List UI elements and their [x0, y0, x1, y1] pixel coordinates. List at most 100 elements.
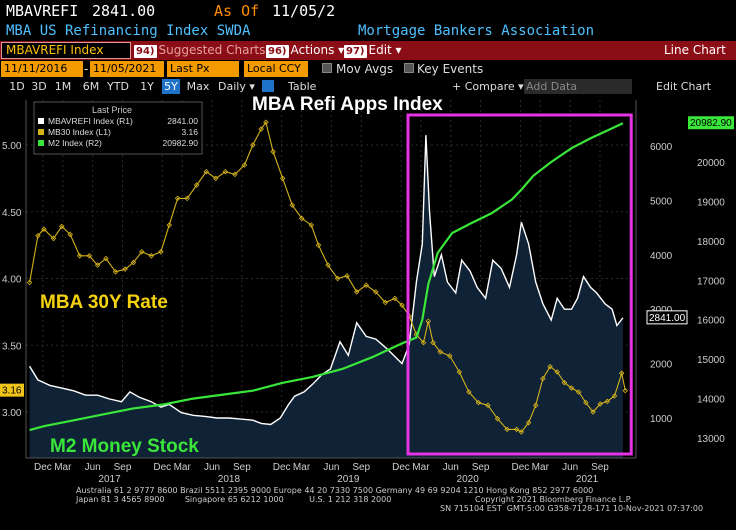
x-tick-label: Jun: [204, 462, 220, 473]
security-input[interactable]: MBAVREFI Index: [1, 42, 131, 59]
price-field-select[interactable]: Last Px: [167, 61, 239, 77]
mb30-point: [540, 375, 546, 382]
mb30-point: [437, 349, 443, 355]
mb30-point: [363, 282, 369, 288]
x-tick-label: Sep: [114, 462, 132, 473]
mb30-point: [494, 415, 501, 422]
mb30-point: [41, 226, 47, 232]
mb30-point: [35, 233, 41, 239]
table-tab[interactable]: Table: [288, 80, 317, 93]
m2-last-value-tag-bg: [688, 116, 734, 130]
add-data-input[interactable]: Add Data: [524, 79, 632, 94]
x-tick-label: Sep: [233, 462, 251, 473]
right2-axis-tick-label: 20000: [697, 158, 725, 169]
suggested-charts-button[interactable]: 94) Suggested Charts: [134, 43, 266, 58]
mb30-point: [308, 222, 315, 228]
tab-1y[interactable]: 1Y: [140, 80, 154, 93]
date-separator: -: [84, 62, 89, 76]
mb30-point: [504, 426, 510, 433]
mov-avgs-checkbox[interactable]: [322, 63, 332, 73]
mb30-point: [525, 419, 532, 426]
actions-menu[interactable]: 96) Actions ▾: [266, 43, 345, 58]
mb30-point: [50, 235, 57, 242]
mb30-point: [166, 222, 173, 228]
mb30-point: [263, 119, 269, 126]
mb30-point: [325, 262, 331, 268]
end-date-field[interactable]: 11/05/2021: [90, 61, 164, 77]
mb30-point: [289, 202, 295, 208]
tab-ytd[interactable]: YTD: [107, 80, 129, 93]
x-tick-label: Sep: [591, 462, 609, 473]
tab-max[interactable]: Max: [186, 80, 210, 93]
ticker: MBAVREFI: [6, 2, 79, 20]
mb30-point: [597, 401, 603, 407]
compare-button[interactable]: + Compare ▾: [452, 80, 524, 93]
line-chart-icon[interactable]: [262, 80, 274, 92]
x-tick-label: Mar: [532, 462, 550, 473]
mb30-point: [611, 393, 618, 399]
right2-axis-tick-label: 19000: [697, 197, 725, 208]
x-tick-label: Dec: [512, 462, 530, 473]
mb30-point: [392, 295, 398, 302]
right2-axis-tick-label: 16000: [697, 316, 725, 327]
mb30-point: [485, 402, 491, 409]
x-tick-label: Mar: [54, 462, 72, 473]
mb30-point: [86, 253, 93, 259]
security-description: MBA US Refinancing Index SWDA: [6, 23, 251, 39]
mb30-point: [193, 182, 200, 188]
tab-3d[interactable]: 3D: [31, 80, 47, 93]
mb30-point: [203, 168, 210, 175]
edit-menu[interactable]: 97) Edit ▾: [344, 43, 402, 58]
left-axis-tick-label: 4.50: [2, 208, 22, 219]
security-header: MBAVREFI 2841.00 As Of 11/05/2: [0, 0, 736, 22]
right1-axis-tick-label: 4000: [650, 251, 673, 262]
mb30-point: [590, 409, 596, 415]
mb30-point: [270, 148, 276, 155]
rate-annotation: MBA 30Y Rate: [40, 292, 168, 313]
key-events-checkbox[interactable]: [404, 63, 414, 73]
mb30-point: [353, 289, 360, 295]
start-date-field[interactable]: 11/11/2016: [1, 61, 83, 77]
mb30-point: [298, 215, 305, 222]
mb30-point: [604, 398, 611, 405]
key-events-label: Key Events: [417, 62, 484, 76]
tab-1m[interactable]: 1M: [54, 80, 72, 93]
x-tick-label: Jun: [562, 462, 578, 473]
refi-last-value-tag: 2841.00: [649, 313, 686, 324]
mb30-point: [130, 259, 137, 266]
x-tick-label: Dec: [392, 462, 410, 473]
right1-axis-tick-label: 5000: [650, 196, 673, 207]
currency-select[interactable]: Local CCY: [244, 61, 308, 77]
chart-title-annotation: MBA Refi Apps Index: [252, 96, 443, 115]
mb30-point: [258, 126, 264, 132]
footer-contacts-1: Australia 61 2 9777 8600 Brazil 5511 239…: [76, 486, 594, 495]
legend-header: Last Price: [92, 105, 132, 115]
refi-last-value-border: [646, 310, 688, 325]
mb30-point: [241, 162, 248, 168]
year-label: 2018: [218, 474, 241, 485]
year-label: 2017: [98, 474, 121, 485]
mb30-point: [103, 255, 109, 262]
mb30-point: [554, 369, 560, 375]
period-tabs: 1D 3D 1M 6M YTD 1Y 5Y Max Daily ▾ Table + Compare …: [0, 78, 736, 96]
x-tick-label: Mar: [174, 462, 192, 473]
mb30-point: [399, 302, 405, 308]
legend-swatch: [38, 118, 44, 124]
mb30-point: [372, 289, 379, 295]
mb30-point: [344, 273, 350, 279]
tab-6m[interactable]: 6M: [82, 80, 100, 93]
edit-chart-button[interactable]: Edit Chart: [656, 80, 712, 93]
year-label: 2019: [337, 474, 360, 485]
mb30-point: [213, 175, 219, 182]
mb30-point: [94, 262, 101, 268]
m2-last-value-tag: 20982.90: [690, 118, 732, 129]
frequency-select[interactable]: Daily ▾: [218, 80, 255, 93]
mb30-point: [76, 253, 83, 259]
x-tick-label: Mar: [412, 462, 430, 473]
tab-1d[interactable]: 1D: [9, 80, 25, 93]
tab-5y[interactable]: 5Y: [162, 79, 180, 94]
line-chart: 3.003.504.004.505.0010002000300040005000…: [0, 96, 734, 485]
right1-axis-tick-label: 1000: [650, 414, 673, 425]
mb30-point: [420, 339, 427, 346]
function-toolbar: MBAVREFI Index 94) Suggested Charts 96) Ac…: [0, 41, 736, 60]
